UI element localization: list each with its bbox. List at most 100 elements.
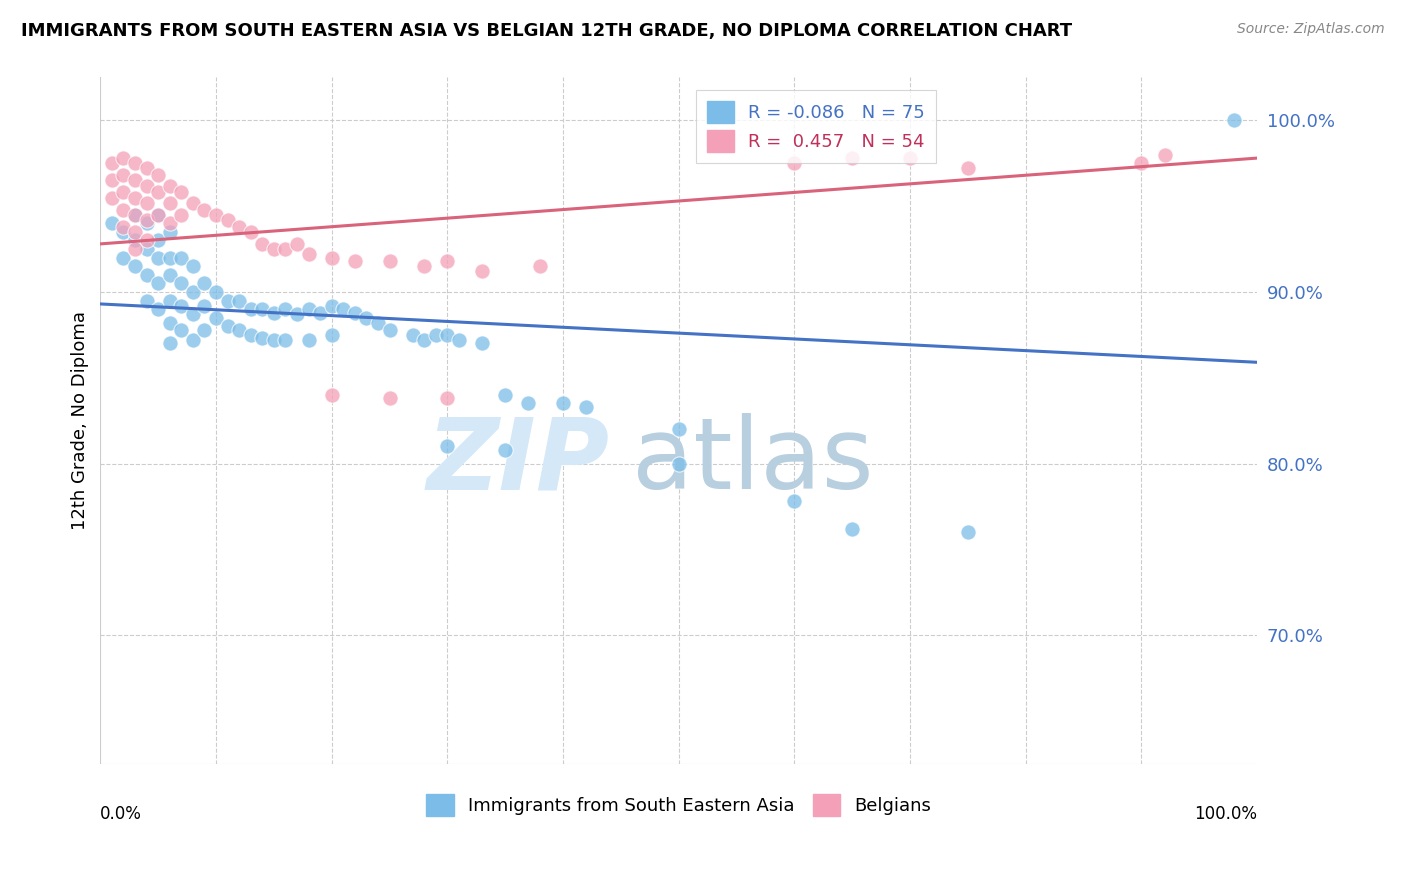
Point xyxy=(205,208,228,222)
Point xyxy=(898,151,921,165)
Point xyxy=(148,186,170,200)
Point xyxy=(193,202,215,217)
Point xyxy=(217,319,239,334)
Point xyxy=(343,254,366,268)
Point xyxy=(205,285,228,299)
Point xyxy=(252,302,274,317)
Point xyxy=(112,225,135,239)
Point xyxy=(343,305,366,319)
Point xyxy=(170,277,193,291)
Point xyxy=(274,333,297,347)
Point xyxy=(159,195,181,210)
Point xyxy=(124,208,146,222)
Point xyxy=(135,212,157,227)
Point xyxy=(551,396,574,410)
Point xyxy=(263,242,285,256)
Y-axis label: 12th Grade, No Diploma: 12th Grade, No Diploma xyxy=(72,311,89,530)
Point xyxy=(159,251,181,265)
Text: 100.0%: 100.0% xyxy=(1194,805,1257,823)
Point xyxy=(135,161,157,176)
Point xyxy=(159,316,181,330)
Point xyxy=(956,525,979,540)
Point xyxy=(252,236,274,251)
Point xyxy=(159,178,181,193)
Point xyxy=(378,392,401,406)
Text: atlas: atlas xyxy=(633,413,875,510)
Point xyxy=(101,190,124,204)
Point xyxy=(193,299,215,313)
Point xyxy=(159,225,181,239)
Point xyxy=(436,254,458,268)
Point xyxy=(321,388,343,402)
Text: IMMIGRANTS FROM SOUTH EASTERN ASIA VS BELGIAN 12TH GRADE, NO DIPLOMA CORRELATION: IMMIGRANTS FROM SOUTH EASTERN ASIA VS BE… xyxy=(21,22,1073,40)
Point xyxy=(228,293,250,308)
Point xyxy=(193,323,215,337)
Point xyxy=(181,333,204,347)
Point xyxy=(285,307,308,321)
Point xyxy=(170,299,193,313)
Point xyxy=(135,242,157,256)
Point xyxy=(193,277,215,291)
Point xyxy=(101,173,124,187)
Point xyxy=(135,195,157,210)
Point xyxy=(783,494,806,508)
Point xyxy=(148,168,170,182)
Point xyxy=(575,400,598,414)
Point xyxy=(436,392,458,406)
Text: Source: ZipAtlas.com: Source: ZipAtlas.com xyxy=(1237,22,1385,37)
Point xyxy=(181,307,204,321)
Point xyxy=(135,234,157,248)
Point xyxy=(517,396,540,410)
Point xyxy=(101,216,124,230)
Point xyxy=(124,156,146,170)
Text: ZIP: ZIP xyxy=(426,413,609,510)
Point xyxy=(471,264,494,278)
Point xyxy=(425,327,447,342)
Point xyxy=(148,251,170,265)
Point xyxy=(217,212,239,227)
Point xyxy=(124,234,146,248)
Point xyxy=(170,208,193,222)
Point xyxy=(471,336,494,351)
Point xyxy=(297,333,319,347)
Point xyxy=(321,299,343,313)
Point xyxy=(181,195,204,210)
Point xyxy=(135,178,157,193)
Point xyxy=(239,327,262,342)
Point xyxy=(668,422,690,436)
Point xyxy=(170,186,193,200)
Point xyxy=(1153,147,1175,161)
Point xyxy=(228,219,250,234)
Point xyxy=(841,522,863,536)
Point xyxy=(124,259,146,273)
Point xyxy=(135,216,157,230)
Point xyxy=(148,234,170,248)
Point xyxy=(170,323,193,337)
Point xyxy=(112,251,135,265)
Point xyxy=(148,208,170,222)
Point xyxy=(148,302,170,317)
Point xyxy=(413,259,436,273)
Point xyxy=(112,186,135,200)
Point xyxy=(263,305,285,319)
Point xyxy=(159,216,181,230)
Point xyxy=(159,336,181,351)
Point xyxy=(205,310,228,325)
Point xyxy=(124,225,146,239)
Point xyxy=(297,247,319,261)
Point xyxy=(124,190,146,204)
Point xyxy=(494,442,516,457)
Point xyxy=(1130,156,1153,170)
Point xyxy=(170,251,193,265)
Point xyxy=(181,259,204,273)
Point xyxy=(321,251,343,265)
Point xyxy=(112,168,135,182)
Point xyxy=(274,302,297,317)
Point xyxy=(367,316,389,330)
Point xyxy=(252,331,274,345)
Point xyxy=(332,302,354,317)
Point xyxy=(956,161,979,176)
Point xyxy=(356,310,378,325)
Point xyxy=(436,327,458,342)
Point xyxy=(841,151,863,165)
